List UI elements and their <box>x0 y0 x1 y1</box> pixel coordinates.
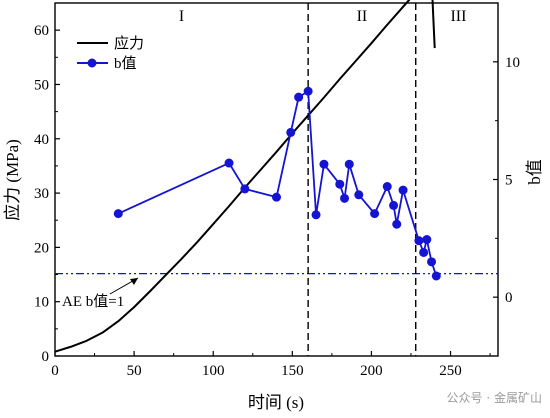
b-value-point <box>319 159 329 169</box>
b-value-point <box>240 184 250 194</box>
y-left-tick-label: 40 <box>34 132 49 148</box>
x-tick-label: 100 <box>202 363 225 379</box>
b-value-point <box>427 257 437 267</box>
y-right-tick-label: 5 <box>505 173 513 189</box>
b-value-point <box>392 219 402 229</box>
b-value-point <box>113 209 123 219</box>
y-right-axis-title: b值 <box>525 159 544 185</box>
b-value-point <box>398 185 408 195</box>
b-value-point <box>414 236 424 246</box>
b-value-point <box>311 210 321 220</box>
threshold-arrowhead <box>130 278 138 285</box>
series-layer <box>54 0 441 353</box>
b-value-point <box>422 235 432 245</box>
stress-line <box>54 0 436 353</box>
y-left-axis-title: 应力 (MPa) <box>3 139 22 221</box>
y-left-tick-label: 60 <box>34 23 49 39</box>
legend-b-marker <box>87 58 97 68</box>
y-left-tick-label: 10 <box>34 295 49 311</box>
x-axis-title: 时间 (s) <box>248 393 304 412</box>
b-value-point <box>286 127 296 137</box>
boundary-layer <box>307 3 417 356</box>
region-labels: I II III <box>179 8 467 25</box>
b-value-point <box>340 193 350 203</box>
y-left-tick-label: 20 <box>34 240 49 256</box>
region-label: III <box>450 8 466 25</box>
b-value-point <box>303 86 313 96</box>
b-value-point <box>272 192 281 202</box>
threshold-annotation: AE b值=1 <box>62 277 139 310</box>
y-right-tick-label: 0 <box>505 290 513 306</box>
x-tick-label: 0 <box>51 363 59 379</box>
b-value-point <box>335 179 345 189</box>
legend-stress-label: 应力 <box>114 34 144 52</box>
y-left-tick-label: 0 <box>42 349 50 365</box>
b-value-point <box>389 200 399 210</box>
b-value-point <box>419 247 429 257</box>
x-tick-label: 150 <box>281 363 304 379</box>
x-tick-label: 250 <box>439 363 462 379</box>
b-value-point <box>224 158 234 168</box>
legend-b-label: b值 <box>114 55 137 72</box>
b-value-point <box>370 209 380 219</box>
axis-layer: 0 50 100 150 200 250 0 10 20 30 40 50 60 0 5 10 <box>34 23 520 379</box>
b-value-point <box>344 159 354 169</box>
x-tick-label: 200 <box>360 363 383 379</box>
y-left-tick-label: 50 <box>34 77 49 93</box>
region-label: I <box>179 8 184 25</box>
watermark: 公众号 · 金属矿山 <box>447 390 542 405</box>
b-value-point <box>294 92 304 102</box>
region-label: II <box>357 8 368 25</box>
b-value-point <box>431 271 441 281</box>
b-value-point <box>382 182 392 192</box>
b-value-point <box>354 190 364 200</box>
y-left-tick-label: 30 <box>34 186 49 202</box>
legend: 应力 b值 <box>77 34 144 72</box>
y-right-tick-label: 10 <box>505 55 520 71</box>
x-tick-label: 50 <box>127 363 142 379</box>
threshold-label: AE b值=1 <box>62 293 124 310</box>
